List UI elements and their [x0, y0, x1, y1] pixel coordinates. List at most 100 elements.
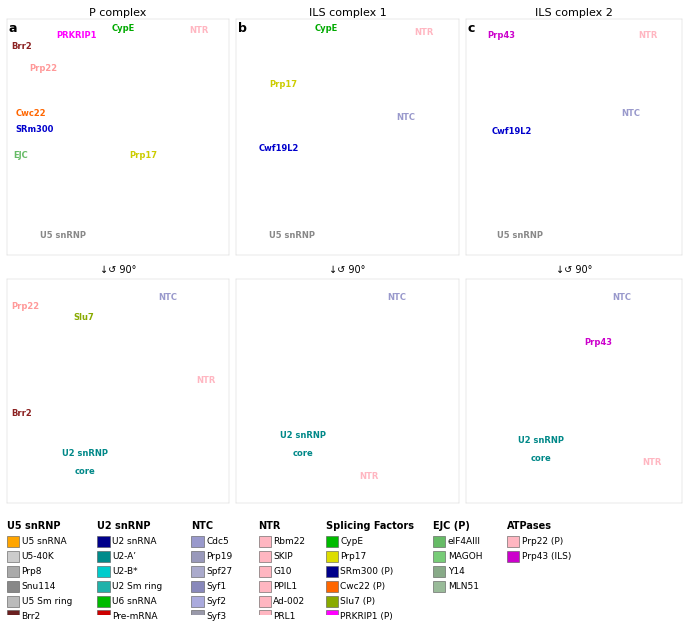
Text: SRm300: SRm300	[16, 125, 54, 134]
Text: U2-B*: U2-B*	[112, 567, 138, 576]
Text: PPIL1: PPIL1	[273, 582, 297, 591]
Text: U2 snRNP: U2 snRNP	[280, 432, 326, 440]
Bar	[325, 581, 338, 592]
Text: Spf27: Spf27	[206, 567, 232, 576]
Text: Snu114: Snu114	[22, 582, 56, 591]
Text: NTC: NTC	[397, 113, 416, 122]
Bar	[325, 551, 338, 563]
Text: NTR: NTR	[643, 458, 662, 467]
Bar	[258, 551, 271, 563]
Text: MLN51: MLN51	[448, 582, 479, 591]
Bar	[97, 596, 110, 607]
Text: Prp8: Prp8	[22, 567, 42, 576]
Bar	[325, 610, 338, 621]
Bar	[7, 596, 19, 607]
Text: b: b	[238, 22, 247, 35]
Text: U5-40K: U5-40K	[22, 552, 54, 561]
Text: Brr2: Brr2	[11, 409, 32, 418]
Text: Slu7 (P): Slu7 (P)	[340, 597, 375, 606]
Text: eIF4AIII: eIF4AIII	[448, 537, 481, 546]
Bar	[325, 536, 338, 548]
Text: NTR: NTR	[359, 472, 378, 481]
Text: NTR: NTR	[196, 376, 216, 384]
Bar	[7, 566, 19, 578]
Bar	[97, 581, 110, 592]
Text: Prp43 (ILS): Prp43 (ILS)	[522, 552, 571, 561]
Text: Prp19: Prp19	[206, 552, 232, 561]
Bar	[258, 596, 271, 607]
Text: PRKRIP1: PRKRIP1	[56, 30, 97, 40]
Text: Prp22: Prp22	[11, 302, 40, 310]
Bar	[7, 610, 19, 621]
Text: U2-A’: U2-A’	[112, 552, 136, 561]
Text: U5 snRNP: U5 snRNP	[7, 522, 60, 532]
Text: NTR: NTR	[258, 522, 281, 532]
Text: Prp43: Prp43	[487, 30, 515, 40]
Text: NTR: NTR	[414, 29, 434, 37]
Text: Y14: Y14	[448, 567, 464, 576]
Text: NTR: NTR	[638, 30, 658, 40]
Text: Prp22 (P): Prp22 (P)	[522, 537, 563, 546]
Bar	[7, 536, 19, 548]
Text: Prp17: Prp17	[340, 552, 366, 561]
Text: Prp22: Prp22	[29, 64, 58, 73]
Text: CypE: CypE	[314, 24, 338, 32]
Bar	[191, 610, 203, 621]
Text: core: core	[75, 467, 95, 476]
Text: Cwc22 (P): Cwc22 (P)	[340, 582, 386, 591]
Bar	[97, 536, 110, 548]
Text: U5 snRNP: U5 snRNP	[269, 231, 315, 240]
Text: Cwc22: Cwc22	[16, 109, 47, 117]
Bar	[97, 551, 110, 563]
Bar	[433, 581, 445, 592]
Text: Rbm22: Rbm22	[273, 537, 306, 546]
Text: core: core	[531, 454, 551, 463]
Bar	[191, 551, 203, 563]
Text: Syf2: Syf2	[206, 597, 226, 606]
Text: U2 snRNP: U2 snRNP	[62, 450, 108, 458]
Text: Pre-mRNA: Pre-mRNA	[112, 612, 158, 621]
Title: P complex: P complex	[90, 8, 147, 18]
Text: ↓↺ 90°: ↓↺ 90°	[100, 265, 136, 275]
Bar	[325, 566, 338, 578]
Text: EJC: EJC	[14, 151, 28, 160]
Text: Slu7: Slu7	[74, 313, 95, 322]
Text: c: c	[467, 22, 475, 35]
Text: core: core	[292, 450, 314, 458]
Text: CypE: CypE	[340, 537, 364, 546]
Bar	[507, 551, 519, 563]
Text: PRL1: PRL1	[273, 612, 296, 621]
Bar	[258, 610, 271, 621]
Text: Prp17: Prp17	[270, 80, 298, 89]
Bar	[191, 536, 203, 548]
Text: U5 snRNA: U5 snRNA	[22, 537, 66, 546]
Text: NTC: NTC	[191, 522, 214, 532]
Text: U5 snRNP: U5 snRNP	[40, 231, 86, 240]
Bar	[258, 566, 271, 578]
Bar	[7, 551, 19, 563]
Text: NTC: NTC	[612, 293, 632, 302]
Text: U2 Sm ring: U2 Sm ring	[112, 582, 162, 591]
Text: ATPases: ATPases	[507, 522, 552, 532]
Title: ILS complex 2: ILS complex 2	[535, 8, 612, 18]
Title: ILS complex 1: ILS complex 1	[309, 8, 386, 18]
Text: U2 snRNP: U2 snRNP	[97, 522, 151, 532]
Text: U2 snRNP: U2 snRNP	[519, 436, 564, 445]
Bar	[191, 566, 203, 578]
Text: MAGOH: MAGOH	[448, 552, 482, 561]
Bar	[325, 596, 338, 607]
Text: NTC: NTC	[388, 293, 407, 302]
Text: Ad-002: Ad-002	[273, 597, 306, 606]
Text: Syf1: Syf1	[206, 582, 226, 591]
Text: ↓↺ 90°: ↓↺ 90°	[556, 265, 592, 275]
Text: a: a	[8, 22, 16, 35]
Text: PRKRIP1 (P): PRKRIP1 (P)	[340, 612, 393, 621]
Bar	[433, 551, 445, 563]
Text: U6 snRNA: U6 snRNA	[112, 597, 157, 606]
Bar	[433, 536, 445, 548]
Bar	[97, 610, 110, 621]
Text: Syf3: Syf3	[206, 612, 226, 621]
Text: Cwf19L2: Cwf19L2	[492, 127, 532, 137]
Bar	[191, 581, 203, 592]
Bar	[507, 536, 519, 548]
